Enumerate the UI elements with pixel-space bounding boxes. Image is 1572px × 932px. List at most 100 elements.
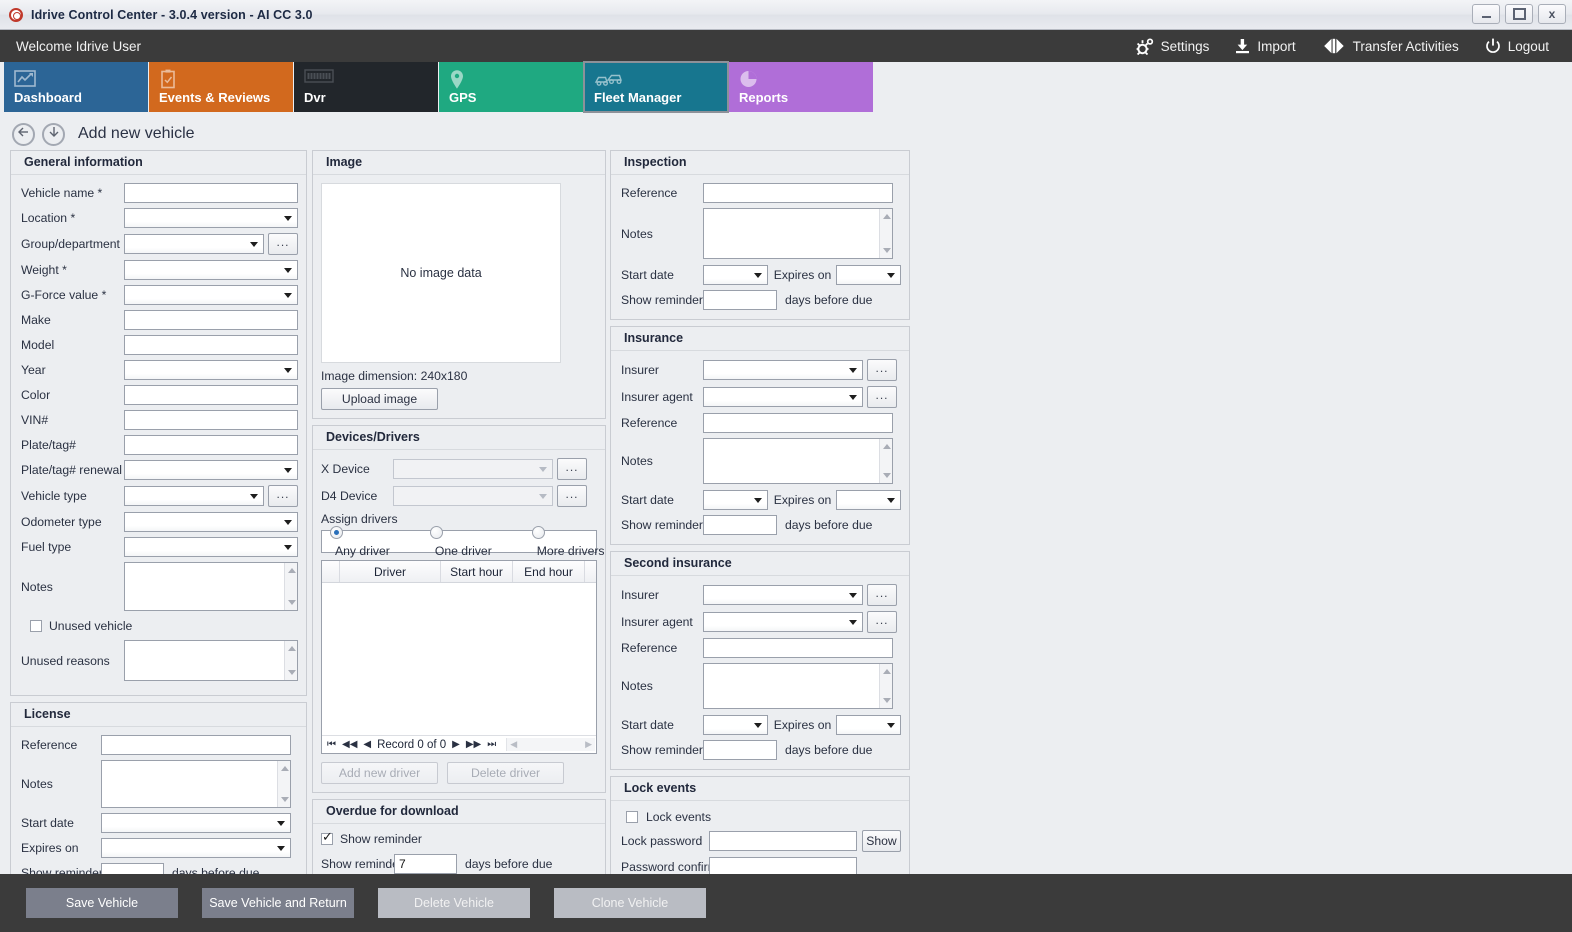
save-vehicle-button[interactable]: Save Vehicle — [26, 888, 178, 918]
radio-one-driver[interactable]: One driver — [429, 524, 492, 560]
tab-dvr[interactable]: Dvr — [294, 62, 438, 112]
insurance-insurer-combo[interactable] — [703, 360, 863, 380]
scrollbar[interactable] — [879, 439, 892, 483]
group-department-browse-button[interactable]: ... — [268, 233, 298, 255]
second-insurance-reference-input[interactable] — [703, 638, 893, 658]
insurance-insurer-browse-button[interactable]: ... — [867, 359, 897, 381]
scrollbar[interactable] — [879, 209, 892, 258]
vehicle-name-input[interactable] — [124, 183, 298, 203]
lock-events-check-row[interactable]: Lock events — [621, 810, 901, 824]
import-nav-item[interactable]: Import — [1222, 30, 1308, 62]
inspection-notes-textarea[interactable] — [703, 208, 893, 259]
prev-record-button[interactable]: ◀ — [363, 739, 372, 750]
odometer-type-combo[interactable] — [124, 512, 298, 532]
license-expires-on-combo[interactable] — [101, 838, 291, 858]
license-start-date-combo[interactable] — [101, 813, 291, 833]
overdue-show-reminder-check-row[interactable]: Show reminder — [321, 830, 597, 846]
plate-tag-renewal-combo[interactable] — [124, 460, 298, 480]
insurance-reference-input[interactable] — [703, 413, 893, 433]
second-insurance-insurer-combo[interactable] — [703, 585, 863, 605]
insurance-show-reminder-input[interactable] — [703, 515, 777, 535]
second-insurance-insurer-agent-browse-button[interactable]: ... — [867, 611, 897, 633]
tab-events-reviews[interactable]: Events & Reviews — [149, 62, 293, 112]
lock-events-checkbox[interactable] — [626, 811, 638, 823]
insurance-start-date-combo[interactable] — [703, 490, 768, 510]
tab-fleet-manager[interactable]: Fleet Manager — [583, 61, 729, 113]
scrollbar[interactable] — [284, 641, 297, 680]
horizontal-scrollbar[interactable]: ◀ ▶ — [506, 738, 595, 751]
maximize-button[interactable] — [1505, 4, 1533, 24]
last-record-button[interactable]: ⏭ — [487, 739, 497, 750]
scroll-down-button[interactable] — [42, 122, 65, 146]
delete-vehicle-button[interactable]: Delete Vehicle — [378, 888, 530, 918]
upload-image-button[interactable]: Upload image — [321, 388, 438, 410]
next-record-button[interactable]: ▶ — [452, 739, 460, 750]
insurance-notes-textarea[interactable] — [703, 438, 893, 484]
inspection-expires-on-combo[interactable] — [836, 265, 901, 285]
group-department-combo[interactable] — [124, 234, 264, 254]
unused-reasons-textarea[interactable] — [124, 640, 298, 681]
insurance-insurer-agent-combo[interactable] — [703, 387, 863, 407]
scrollbar[interactable] — [879, 664, 892, 708]
lock-password-input[interactable] — [709, 831, 857, 851]
password-confirm-input[interactable] — [709, 857, 857, 877]
one-driver-radio[interactable] — [429, 525, 443, 539]
inspection-show-reminder-input[interactable] — [703, 290, 777, 310]
model-input[interactable] — [124, 335, 298, 355]
plate-tag-input[interactable] — [124, 435, 298, 455]
second-insurance-start-date-combo[interactable] — [703, 715, 768, 735]
d4-device-browse-button[interactable]: ... — [557, 485, 587, 507]
add-new-driver-button[interactable]: Add new driver — [321, 762, 438, 784]
radio-any-driver[interactable]: Any driver — [330, 524, 390, 560]
second-insurance-show-reminder-input[interactable] — [703, 740, 777, 760]
clone-vehicle-button[interactable]: Clone Vehicle — [554, 888, 706, 918]
second-insurance-insurer-agent-combo[interactable] — [703, 612, 863, 632]
back-button[interactable] — [12, 122, 35, 146]
gforce-value-combo[interactable] — [124, 285, 298, 305]
second-insurance-notes-textarea[interactable] — [703, 663, 893, 709]
overdue-show-reminder-checkbox[interactable] — [321, 830, 333, 845]
any-driver-radio[interactable] — [330, 525, 343, 539]
grid-col-end-hour[interactable]: End hour — [513, 561, 585, 582]
d4-device-combo[interactable] — [393, 486, 553, 506]
grid-col-driver[interactable]: Driver — [340, 561, 441, 582]
overdue-show-reminder-days-input[interactable] — [394, 854, 457, 874]
next-page-button[interactable]: ▶▶ — [465, 739, 482, 750]
close-button[interactable]: x — [1538, 4, 1566, 24]
scrollbar[interactable] — [277, 761, 290, 807]
save-vehicle-and-return-button[interactable]: Save Vehicle and Return — [202, 888, 354, 918]
logout-nav-item[interactable]: Logout — [1472, 30, 1562, 62]
license-reference-input[interactable] — [101, 735, 291, 755]
weight-combo[interactable] — [124, 260, 298, 280]
insurance-insurer-agent-browse-button[interactable]: ... — [867, 386, 897, 408]
scrollbar[interactable] — [284, 563, 297, 610]
license-notes-textarea[interactable] — [101, 760, 291, 808]
minimize-button[interactable] — [1472, 4, 1500, 24]
year-combo[interactable] — [124, 360, 298, 380]
x-device-combo[interactable] — [393, 459, 553, 479]
make-input[interactable] — [124, 310, 298, 330]
location-combo[interactable] — [124, 208, 298, 228]
inspection-start-date-combo[interactable] — [703, 265, 768, 285]
tab-reports[interactable]: Reports — [729, 62, 873, 112]
radio-more-drivers[interactable]: More drivers — [531, 524, 605, 560]
field-unused-vehicle[interactable]: Unused vehicle — [21, 619, 298, 633]
inspection-reference-input[interactable] — [703, 183, 893, 203]
transfer-activities-nav-item[interactable]: Transfer Activities — [1309, 30, 1472, 62]
tab-gps[interactable]: GPS — [439, 62, 583, 112]
settings-nav-item[interactable]: Settings — [1122, 30, 1223, 62]
unused-vehicle-checkbox[interactable] — [30, 620, 42, 632]
fuel-type-combo[interactable] — [124, 537, 298, 557]
more-drivers-radio[interactable] — [531, 525, 545, 539]
first-record-button[interactable]: ⏮ — [327, 739, 336, 750]
vin-input[interactable] — [124, 410, 298, 430]
delete-driver-button[interactable]: Delete driver — [447, 762, 564, 784]
second-insurance-expires-on-combo[interactable] — [836, 715, 901, 735]
tab-dashboard[interactable]: Dashboard — [4, 62, 148, 112]
grid-col-start-hour[interactable]: Start hour — [441, 561, 513, 582]
insurance-expires-on-combo[interactable] — [836, 490, 901, 510]
vehicle-type-combo[interactable] — [124, 486, 264, 506]
show-password-button[interactable]: Show — [862, 830, 901, 852]
prev-page-button[interactable]: ◀◀ — [342, 739, 358, 750]
vehicle-type-browse-button[interactable]: ... — [268, 485, 298, 507]
